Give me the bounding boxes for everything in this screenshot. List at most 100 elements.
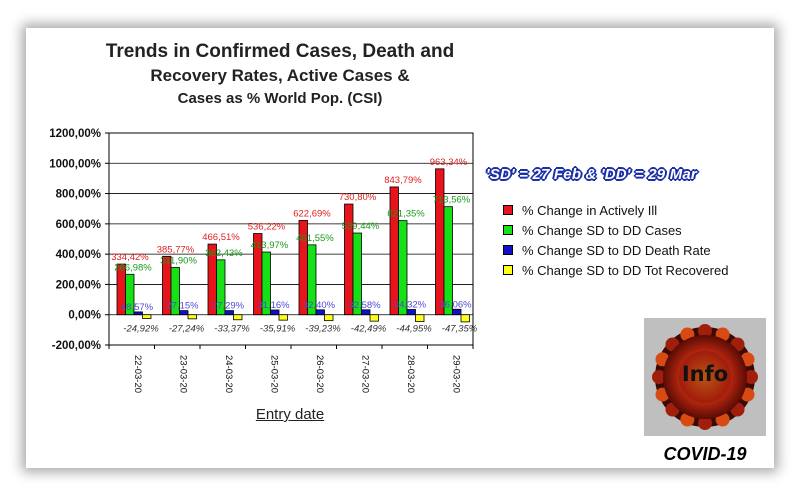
bar (361, 309, 371, 316)
virus-spike (652, 370, 666, 384)
legend-label: % Change SD to DD Cases (522, 222, 682, 238)
data-label: -24,92% (123, 324, 159, 335)
covid-info-logo: Info (644, 318, 766, 436)
bar (187, 314, 197, 320)
data-label: 730,80% (339, 192, 377, 203)
data-label: -44,95% (396, 324, 432, 335)
y-tick-label: 1200,00% (49, 128, 101, 140)
bar (389, 186, 399, 316)
x-tick-label: 24-03-20 (223, 355, 234, 393)
bar (315, 309, 325, 316)
data-label: 27,15% (166, 301, 199, 312)
bar (142, 314, 152, 319)
x-tick-label: 22-03-20 (132, 355, 143, 393)
data-label: 843,79% (384, 175, 422, 186)
x-axis-label: Entry date (255, 406, 325, 423)
bar (415, 314, 425, 322)
logo-label: Info (681, 362, 729, 386)
y-tick-label: 0,00% (68, 310, 101, 322)
data-label: 413,97% (251, 240, 289, 251)
virus-spike (698, 416, 712, 430)
legend-label: % Change SD to DD Tot Recovered (522, 262, 729, 278)
data-label: 621,35% (387, 209, 425, 220)
bar (270, 309, 280, 316)
bar (406, 309, 416, 316)
virus-spike (744, 370, 758, 384)
data-label: 18,57% (121, 302, 154, 313)
bar (261, 251, 271, 316)
x-tick-label: 26-03-20 (314, 355, 325, 393)
bar (278, 314, 288, 321)
data-label: -35,91% (260, 324, 296, 335)
data-label: 32,58% (348, 300, 381, 311)
data-label: 266,98% (114, 262, 152, 273)
virus-icon (652, 324, 758, 430)
chart-legend: % Change in Actively Ill % Change SD to D… (503, 200, 728, 280)
bar (352, 232, 362, 316)
data-label: 466,51% (202, 232, 240, 243)
data-label: 713,56% (433, 195, 471, 206)
data-label: -42,49% (351, 324, 387, 335)
y-tick-label: 800,00% (56, 189, 101, 201)
y-tick-label: -200,00% (52, 340, 101, 352)
title-line-3: Cases as % World Pop. (CSI) (177, 90, 383, 107)
bar (170, 267, 180, 316)
data-label: 34,32% (394, 300, 427, 311)
chart-title: Trends in Confirmed Cases, Death and Rec… (0, 40, 560, 110)
y-tick-label: 400,00% (56, 249, 101, 261)
data-label: -47,35% (442, 324, 478, 335)
y-tick-label: 1000,00% (49, 158, 101, 170)
data-label: 622,69% (293, 208, 331, 219)
bar (216, 259, 226, 316)
bar (125, 273, 135, 316)
data-label: 362,43% (205, 248, 243, 259)
legend-item: % Change in Actively Ill (503, 200, 728, 220)
x-tick-label: 29-03-20 (450, 355, 461, 393)
legend-swatch (503, 265, 513, 275)
legend-item: % Change SD to DD Death Rate (503, 240, 728, 260)
x-tick-label: 23-03-20 (177, 355, 188, 393)
brand-label: COVID-19 (663, 444, 747, 464)
legend-swatch (503, 205, 513, 215)
x-tick-label: 27-03-20 (359, 355, 370, 393)
date-range-subtitle: 'SD' = 27 Feb & 'DD' = 29 Mar (486, 166, 697, 183)
x-tick-label: 25-03-20 (268, 355, 279, 393)
bar (233, 314, 243, 321)
data-label: -39,23% (305, 324, 341, 335)
bar (133, 311, 143, 316)
virus-spike (698, 324, 712, 338)
data-label: 334,42% (111, 252, 149, 263)
legend-swatch (503, 245, 513, 255)
legend-label: % Change in Actively Ill (522, 202, 658, 218)
bar (443, 206, 453, 316)
legend-swatch (503, 225, 513, 235)
legend-item: % Change SD to DD Tot Recovered (503, 260, 728, 280)
x-tick-label: 28-03-20 (405, 355, 416, 393)
data-label: 539,44% (342, 221, 380, 232)
title-line-1: Trends in Confirmed Cases, Death and (105, 41, 455, 62)
data-label: 385,77% (157, 244, 195, 255)
bar (398, 220, 408, 316)
y-tick-label: 600,00% (56, 219, 101, 231)
data-label: 27,29% (212, 301, 245, 312)
data-label: 32,40% (303, 300, 336, 311)
y-tick-label: 200,00% (56, 279, 101, 291)
bar (435, 168, 445, 316)
data-label: 461,55% (296, 233, 334, 244)
data-label: 536,22% (248, 222, 286, 233)
data-label: 963,34% (430, 157, 468, 168)
bar (452, 308, 462, 316)
legend-label: % Change SD to DD Death Rate (522, 242, 711, 258)
data-label: 311,90% (160, 255, 197, 266)
data-label: 31,16% (257, 300, 290, 311)
data-label: -33,37% (214, 324, 250, 335)
data-label: 36,06% (439, 299, 472, 310)
legend-item: % Change SD to DD Cases (503, 220, 728, 240)
bar (324, 314, 334, 322)
bar (179, 310, 189, 316)
title-line-2: Recovery Rates, Active Cases & (150, 66, 410, 85)
bar (224, 310, 234, 316)
data-label: -27,24% (169, 324, 205, 335)
bar (307, 244, 317, 316)
